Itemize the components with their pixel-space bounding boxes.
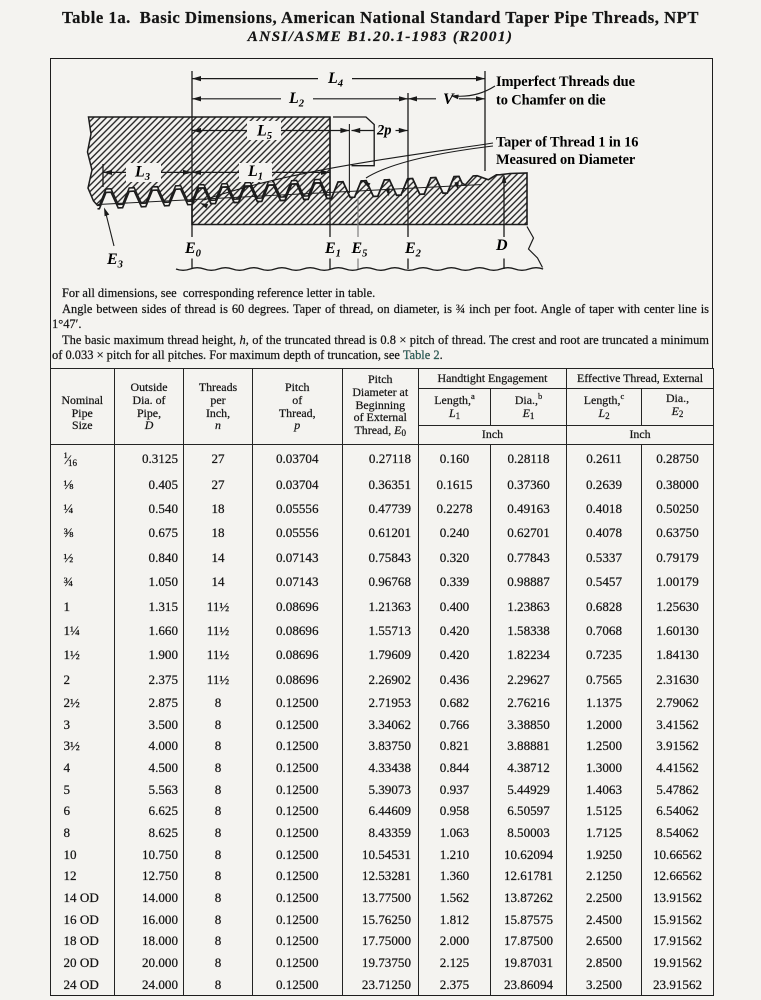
svg-text:E3: E3 (106, 251, 124, 271)
svg-text:V: V (443, 91, 455, 108)
svg-text:Measured on Diameter: Measured on Diameter (496, 152, 636, 168)
svg-text:Taper of Thread 1 in 16: Taper of Thread 1 in 16 (496, 135, 638, 151)
svg-text:2p: 2p (376, 123, 392, 139)
svg-text:to Chamfer on die: to Chamfer on die (496, 93, 606, 109)
svg-text:D: D (495, 237, 508, 254)
svg-text:Imperfect Threads due: Imperfect Threads due (496, 74, 636, 90)
